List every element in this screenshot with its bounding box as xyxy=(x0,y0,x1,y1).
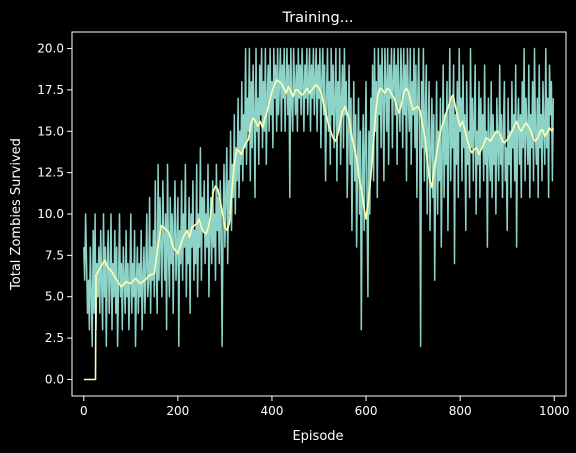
y-axis: 0.0 2.5 5.0 7.5 10.0 12.5 15.0 17.5 20.0 xyxy=(37,42,72,386)
x-tick-label: 800 xyxy=(449,404,472,418)
series-line-0 xyxy=(83,47,555,348)
y-tick-label: 15.0 xyxy=(37,124,64,138)
x-tick-label: 200 xyxy=(166,404,189,418)
y-tick-label: 12.5 xyxy=(37,166,64,180)
x-tick-label: 600 xyxy=(355,404,378,418)
y-tick-label: 0.0 xyxy=(45,372,64,386)
y-axis-label: Total Zombies Survived xyxy=(9,138,24,291)
x-axis: 0 200 400 600 800 1000 xyxy=(80,396,570,418)
y-tick-label: 5.0 xyxy=(45,290,64,304)
y-tick-label: 17.5 xyxy=(37,83,64,97)
y-tick-label: 10.0 xyxy=(37,207,64,221)
x-tick-label: 0 xyxy=(80,404,88,418)
x-tick-label: 1000 xyxy=(539,404,570,418)
y-tick-label: 20.0 xyxy=(37,42,64,56)
series-line-1 xyxy=(83,79,555,381)
x-tick-label: 400 xyxy=(260,404,283,418)
chart-title: Training... xyxy=(281,10,353,26)
x-axis-label: Episode xyxy=(292,429,343,444)
y-tick-label: 7.5 xyxy=(45,248,64,262)
y-tick-label: 2.5 xyxy=(45,331,64,345)
plot-area xyxy=(83,47,555,381)
